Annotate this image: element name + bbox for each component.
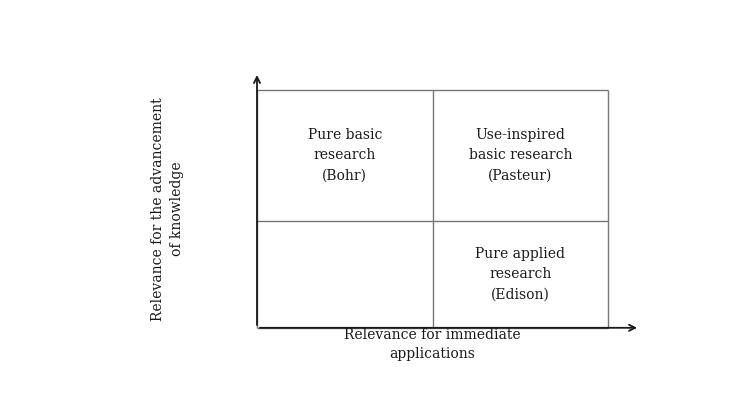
Text: Use-inspired
basic research
(Pasteur): Use-inspired basic research (Pasteur): [469, 127, 572, 183]
Text: Relevance for immediate
applications: Relevance for immediate applications: [344, 328, 521, 361]
Text: Relevance for the advancement
of knowledge: Relevance for the advancement of knowled…: [151, 97, 184, 321]
Text: Pure basic
research
(Bohr): Pure basic research (Bohr): [308, 127, 382, 183]
Text: Pure applied
research
(Edison): Pure applied research (Edison): [476, 247, 565, 302]
